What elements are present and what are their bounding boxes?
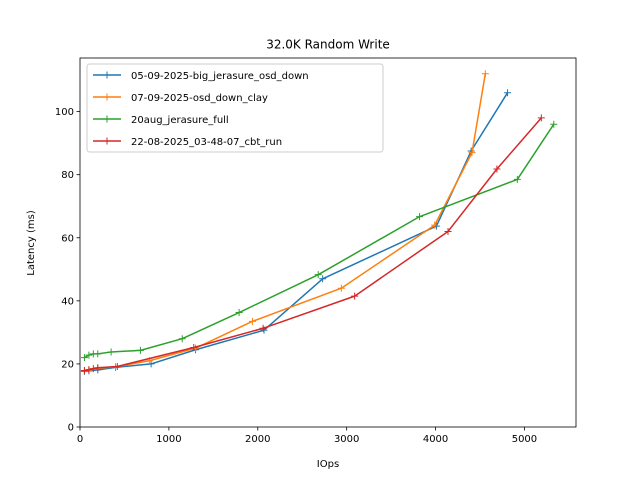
- data-point: [513, 175, 521, 183]
- data-point: [107, 348, 115, 356]
- y-axis-label: Latency (ms): [26, 210, 37, 276]
- legend-item: 05-09-2025-big_jerasure_osd_down: [93, 71, 309, 82]
- legend-marker: [103, 71, 111, 79]
- data-point: [113, 362, 121, 370]
- data-point: [235, 309, 243, 317]
- data-point: [314, 271, 322, 279]
- data-point: [337, 284, 345, 292]
- data-point: [85, 366, 93, 374]
- legend-item: 07-09-2025-osd_down_clay: [93, 93, 268, 104]
- legend-marker: [103, 137, 111, 145]
- data-point: [493, 165, 501, 173]
- data-point: [94, 350, 102, 358]
- legend-marker: [103, 93, 111, 101]
- data-point: [248, 317, 256, 325]
- data-point: [147, 360, 155, 368]
- y-tick-label: 100: [55, 107, 74, 118]
- data-point: [80, 367, 88, 375]
- legend: 05-09-2025-big_jerasure_osd_down 07-09-20…: [86, 63, 384, 153]
- data-point: [550, 120, 558, 128]
- series-3: [80, 120, 558, 362]
- legend-label: 05-09-2025-big_jerasure_osd_down: [131, 71, 309, 82]
- x-axis-label: IOps: [317, 459, 339, 470]
- data-point: [537, 114, 545, 122]
- data-point: [190, 344, 198, 352]
- y-axis: 0 20 40 60 80 100: [55, 107, 80, 434]
- plot-area: [80, 70, 558, 375]
- x-tick-label: 1000: [156, 434, 181, 445]
- x-tick-label: 2000: [245, 434, 270, 445]
- data-point: [504, 89, 512, 97]
- series-4: [80, 114, 545, 375]
- data-point: [80, 354, 88, 362]
- data-point: [468, 149, 476, 157]
- data-point: [351, 292, 359, 300]
- data-point: [444, 227, 452, 235]
- legend-label: 22-08-2025_03-48-07_cbt_run: [131, 137, 282, 148]
- legend-marker: [103, 115, 111, 123]
- x-tick-label: 3000: [334, 434, 359, 445]
- x-tick-label: 5000: [512, 434, 537, 445]
- data-point: [178, 335, 186, 343]
- data-point: [481, 70, 489, 78]
- legend-item: 20aug_jerasure_full: [93, 115, 229, 126]
- legend-label: 20aug_jerasure_full: [131, 115, 229, 126]
- x-axis: 0 1000 2000 3000 4000 5000: [77, 427, 537, 445]
- legend-label: 07-09-2025-osd_down_clay: [131, 93, 268, 104]
- data-point: [94, 364, 102, 372]
- y-tick-label: 80: [61, 170, 74, 181]
- y-tick-label: 0: [68, 423, 74, 434]
- data-point: [416, 213, 424, 221]
- legend-box: [86, 63, 384, 153]
- y-tick-label: 60: [61, 233, 74, 244]
- legend-item: 22-08-2025_03-48-07_cbt_run: [93, 137, 282, 148]
- y-tick-label: 40: [61, 296, 74, 307]
- plot-frame: [79, 57, 577, 428]
- data-point: [85, 351, 93, 359]
- data-point: [431, 221, 439, 229]
- chart-title: 32.0K Random Write: [266, 38, 390, 52]
- data-point: [259, 324, 267, 332]
- x-tick-label: 4000: [423, 434, 448, 445]
- data-point: [89, 365, 97, 373]
- data-point: [319, 275, 327, 283]
- x-tick-label: 0: [77, 434, 83, 445]
- y-tick-label: 20: [61, 359, 74, 370]
- data-point: [136, 346, 144, 354]
